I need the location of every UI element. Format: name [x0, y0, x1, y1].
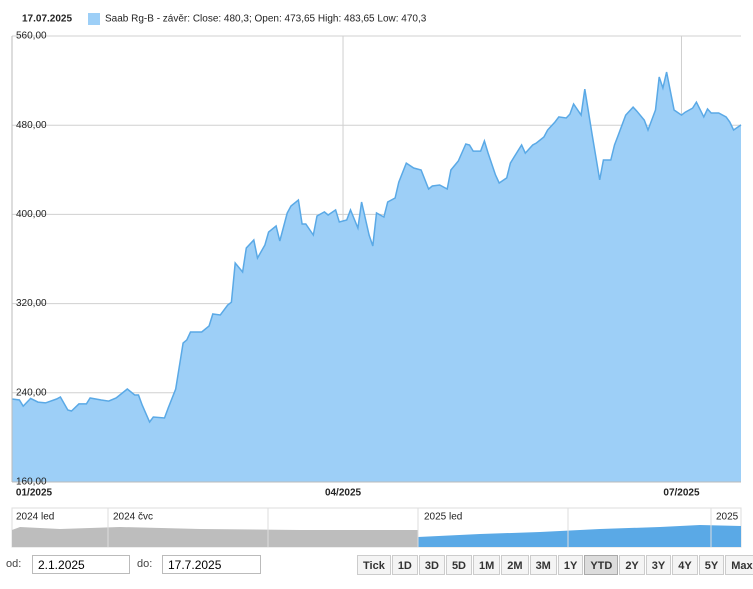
y-tick-label: 560,00 [16, 31, 47, 42]
date: 17.07.2025 [22, 14, 72, 25]
range-button[interactable]: 4Y [672, 555, 698, 575]
y-tick-label: 160,00 [16, 477, 47, 488]
from-label: od: [6, 558, 22, 570]
range-button[interactable]: 3D [418, 555, 445, 575]
area-fill [12, 72, 741, 482]
from-input[interactable]: 2.1.2025 [32, 555, 130, 574]
y-tick-label: 400,00 [16, 209, 47, 220]
navigator-label: 2025 led [424, 512, 462, 523]
range-button[interactable]: 2M [501, 555, 529, 575]
range-button[interactable]: 1D [391, 555, 418, 575]
legend-swatch [88, 13, 100, 25]
range-button[interactable]: 3M [529, 555, 557, 575]
range-buttons: Tick 1D 3D 5D 1M 2M 3M 1Y YTD 2Y 3Y 4Y 5Y Max [357, 555, 753, 575]
navigator-past [12, 527, 418, 547]
legend-label: Saab Rg-B - závěr: Close: 480,3; Open: 4… [105, 14, 427, 25]
range-button[interactable]: 2Y [619, 555, 645, 575]
range-button[interactable]: Max [725, 555, 753, 575]
area-line [11, 71, 742, 424]
y-tick-label: 480,00 [16, 120, 47, 131]
navigator: 2024 led 2024 čvc 2025 led 2025 [11, 507, 742, 548]
x-tick-label: 01/2025 [16, 488, 53, 499]
y-tick-label: 240,00 [16, 387, 47, 398]
range-button[interactable]: Tick [357, 555, 391, 575]
range-button[interactable]: YTD [584, 555, 619, 575]
range-button[interactable]: 1M [473, 555, 501, 575]
range-button[interactable]: 5Y [698, 555, 725, 575]
range-button[interactable]: 5D [445, 555, 472, 575]
y-tick-label: 320,00 [16, 298, 47, 309]
chart: 17.07.2025 Saab Rg-B - závěr: Close: 480… [11, 13, 742, 548]
range-button[interactable]: 3Y [645, 555, 672, 575]
to-input[interactable]: 17.7.2025 [162, 555, 261, 574]
x-tick-label: 04/2025 [325, 488, 362, 499]
range-button[interactable]: 1Y [557, 555, 584, 575]
navigator-selected [418, 525, 741, 547]
x-tick-label: 07/2025 [663, 488, 700, 499]
navigator-label: 2024 čvc [113, 512, 153, 523]
navigator-label: 2024 led [16, 512, 54, 523]
navigator-label: 2025 [716, 512, 739, 523]
to-label: do: [137, 558, 153, 570]
